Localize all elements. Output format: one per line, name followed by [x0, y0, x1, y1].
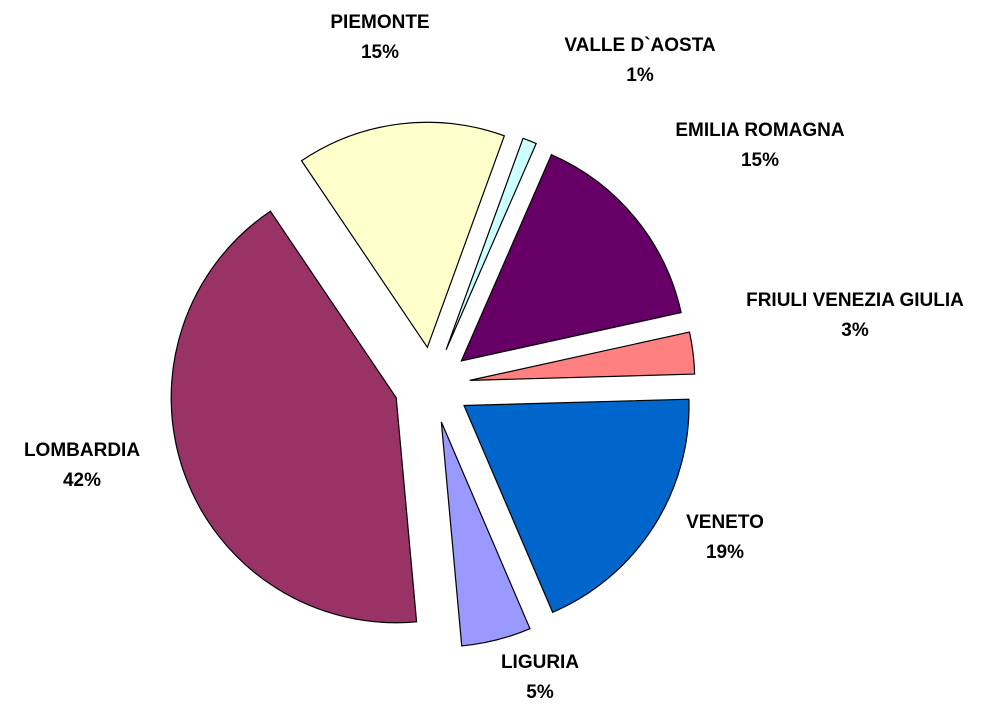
slice-label: LIGURIA [501, 652, 579, 673]
pie-slice [300, 121, 506, 349]
slice-label: EMILIA ROMAGNA [675, 120, 845, 141]
slice-label: PIEMONTE [330, 12, 429, 33]
slice-label: FRIULI VENEZIA GIULIA [746, 290, 964, 311]
slice-label: VENETO [686, 512, 764, 533]
pie-slice [469, 331, 696, 381]
pie-slice [445, 137, 537, 350]
pie-slice [440, 421, 531, 647]
slice-value-label: 15% [741, 150, 779, 171]
slice-value-label: 42% [63, 470, 101, 491]
slice-value-label: 15% [361, 42, 399, 63]
slice-value-label: 5% [526, 682, 554, 703]
slice-label: VALLE D`AOSTA [564, 35, 716, 56]
pie-slice [463, 398, 690, 614]
slice-value-label: 19% [706, 542, 744, 563]
slice-label: LOMBARDIA [24, 440, 140, 461]
slice-value-label: 3% [841, 320, 869, 341]
pie-slice [460, 153, 682, 362]
slice-value-label: 1% [626, 65, 654, 86]
pie-slice [170, 210, 418, 624]
